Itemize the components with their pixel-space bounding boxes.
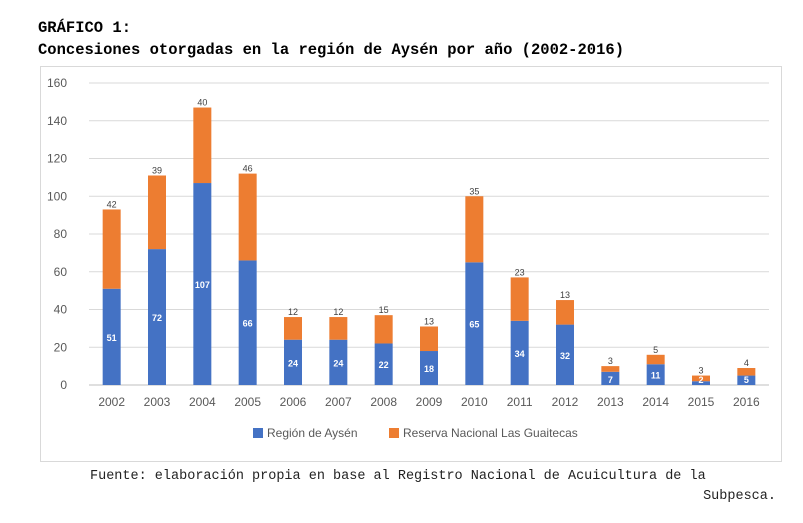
data-label-reserva-guaitecas: 46 [243, 164, 253, 174]
bar-reserva-guaitecas [329, 317, 348, 340]
source-note: Fuente: elaboración propia en base al Re… [90, 467, 776, 507]
x-tick-label: 2008 [370, 395, 397, 409]
bar-reserva-guaitecas [646, 354, 665, 365]
y-tick-label: 0 [60, 378, 67, 392]
bar-region-aysen [601, 371, 620, 385]
bar-reserva-guaitecas [601, 366, 620, 372]
bar-reserva-guaitecas [510, 277, 529, 321]
chart-label: GRÁFICO 1: [38, 19, 132, 37]
bar-region-aysen [102, 288, 121, 385]
bar-region-aysen [646, 364, 665, 385]
bar-reserva-guaitecas [374, 315, 393, 344]
bar-reserva-guaitecas [102, 209, 121, 289]
bar-region-aysen [284, 339, 302, 385]
x-tick-label: 2012 [552, 395, 579, 409]
x-tick-label: 2002 [98, 395, 125, 409]
data-label-region-aysen: 7 [608, 375, 613, 385]
data-label-reserva-guaitecas: 3 [698, 366, 703, 376]
x-tick-label: 2003 [144, 395, 171, 409]
x-tick-label: 2010 [461, 395, 488, 409]
data-label-reserva-guaitecas: 40 [197, 98, 207, 108]
y-tick-label: 80 [54, 227, 68, 241]
bar-region-aysen [238, 260, 257, 385]
data-label-region-aysen: 72 [152, 313, 162, 323]
stacked-bar-chart: 0204060801001201401605142200272392003107… [47, 76, 769, 440]
data-label-reserva-guaitecas: 12 [288, 307, 298, 317]
data-label-reserva-guaitecas: 35 [469, 186, 479, 196]
data-label-reserva-guaitecas: 39 [152, 165, 162, 175]
data-label-reserva-guaitecas: 13 [560, 290, 570, 300]
bar-reserva-guaitecas [420, 326, 438, 352]
x-tick-label: 2014 [642, 395, 669, 409]
bar-reserva-guaitecas [148, 175, 166, 250]
chart-heading: GRÁFICO 1: Concesiones otorgadas en la r… [38, 17, 624, 61]
data-label-region-aysen: 51 [107, 333, 117, 343]
legend-entry: Reserva Nacional Las Guaitecas [403, 426, 578, 440]
bar-reserva-guaitecas [737, 368, 756, 376]
data-label-region-aysen: 18 [424, 364, 434, 374]
data-label-reserva-guaitecas: 3 [608, 356, 613, 366]
x-tick-label: 2009 [416, 395, 443, 409]
data-label-reserva-guaitecas: 12 [333, 307, 343, 317]
x-tick-label: 2005 [234, 395, 261, 409]
legend-swatch [253, 428, 263, 438]
bar-region-aysen [465, 262, 484, 385]
data-label-region-aysen: 22 [379, 360, 389, 370]
bar-region-aysen [692, 381, 710, 385]
y-tick-label: 60 [54, 265, 68, 279]
x-tick-label: 2011 [507, 395, 533, 409]
x-tick-label: 2016 [733, 395, 760, 409]
data-label-reserva-guaitecas: 4 [744, 358, 749, 368]
bar-reserva-guaitecas [465, 196, 484, 263]
y-tick-label: 40 [54, 303, 68, 317]
data-label-region-aysen: 24 [288, 358, 298, 368]
bar-region-aysen [193, 183, 212, 385]
y-tick-label: 20 [54, 340, 68, 354]
bar-region-aysen [420, 351, 438, 385]
x-tick-label: 2007 [325, 395, 352, 409]
bar-reserva-guaitecas [692, 375, 710, 382]
data-label-reserva-guaitecas: 15 [379, 305, 389, 315]
source-line-1: Fuente: elaboración propia en base al Re… [90, 469, 706, 484]
bar-region-aysen [374, 343, 393, 385]
bar-region-aysen [148, 249, 166, 385]
y-tick-label: 160 [47, 76, 67, 90]
data-label-reserva-guaitecas: 42 [107, 199, 117, 209]
source-line-2: Subpesca. [703, 489, 776, 504]
data-label-region-aysen: 65 [469, 320, 479, 330]
bar-reserva-guaitecas [238, 173, 257, 261]
x-tick-label: 2006 [280, 395, 307, 409]
bar-region-aysen [556, 324, 574, 385]
legend-entry: Región de Aysén [267, 426, 358, 440]
x-tick-label: 2015 [688, 395, 715, 409]
data-label-reserva-guaitecas: 13 [424, 316, 434, 326]
bar-region-aysen [737, 375, 756, 385]
x-tick-label: 2004 [189, 395, 216, 409]
chart-title: Concesiones otorgadas en la región de Ay… [38, 41, 624, 59]
data-label-region-aysen: 11 [651, 371, 661, 381]
data-label-region-aysen: 34 [515, 349, 525, 359]
x-tick-label: 2013 [597, 395, 624, 409]
data-label-reserva-guaitecas: 5 [653, 345, 658, 355]
bar-reserva-guaitecas [193, 107, 212, 184]
bar-region-aysen [329, 339, 348, 385]
bar-reserva-guaitecas [556, 300, 574, 325]
y-tick-label: 100 [47, 189, 67, 203]
data-label-region-aysen: 107 [195, 280, 210, 290]
data-label-region-aysen: 66 [243, 319, 253, 329]
bar-reserva-guaitecas [284, 317, 302, 340]
bar-region-aysen [510, 320, 529, 385]
data-label-reserva-guaitecas: 23 [515, 267, 525, 277]
data-label-region-aysen: 2 [698, 375, 703, 385]
y-tick-label: 140 [47, 114, 67, 128]
data-label-region-aysen: 5 [744, 375, 749, 385]
data-label-region-aysen: 32 [560, 351, 570, 361]
y-tick-label: 120 [47, 152, 67, 166]
chart-container: 0 20 40 60 80 100 120 140 160 51 42 2002 72 39 2003 107… [40, 66, 782, 462]
data-label-region-aysen: 24 [333, 358, 343, 368]
legend-swatch [389, 428, 399, 438]
